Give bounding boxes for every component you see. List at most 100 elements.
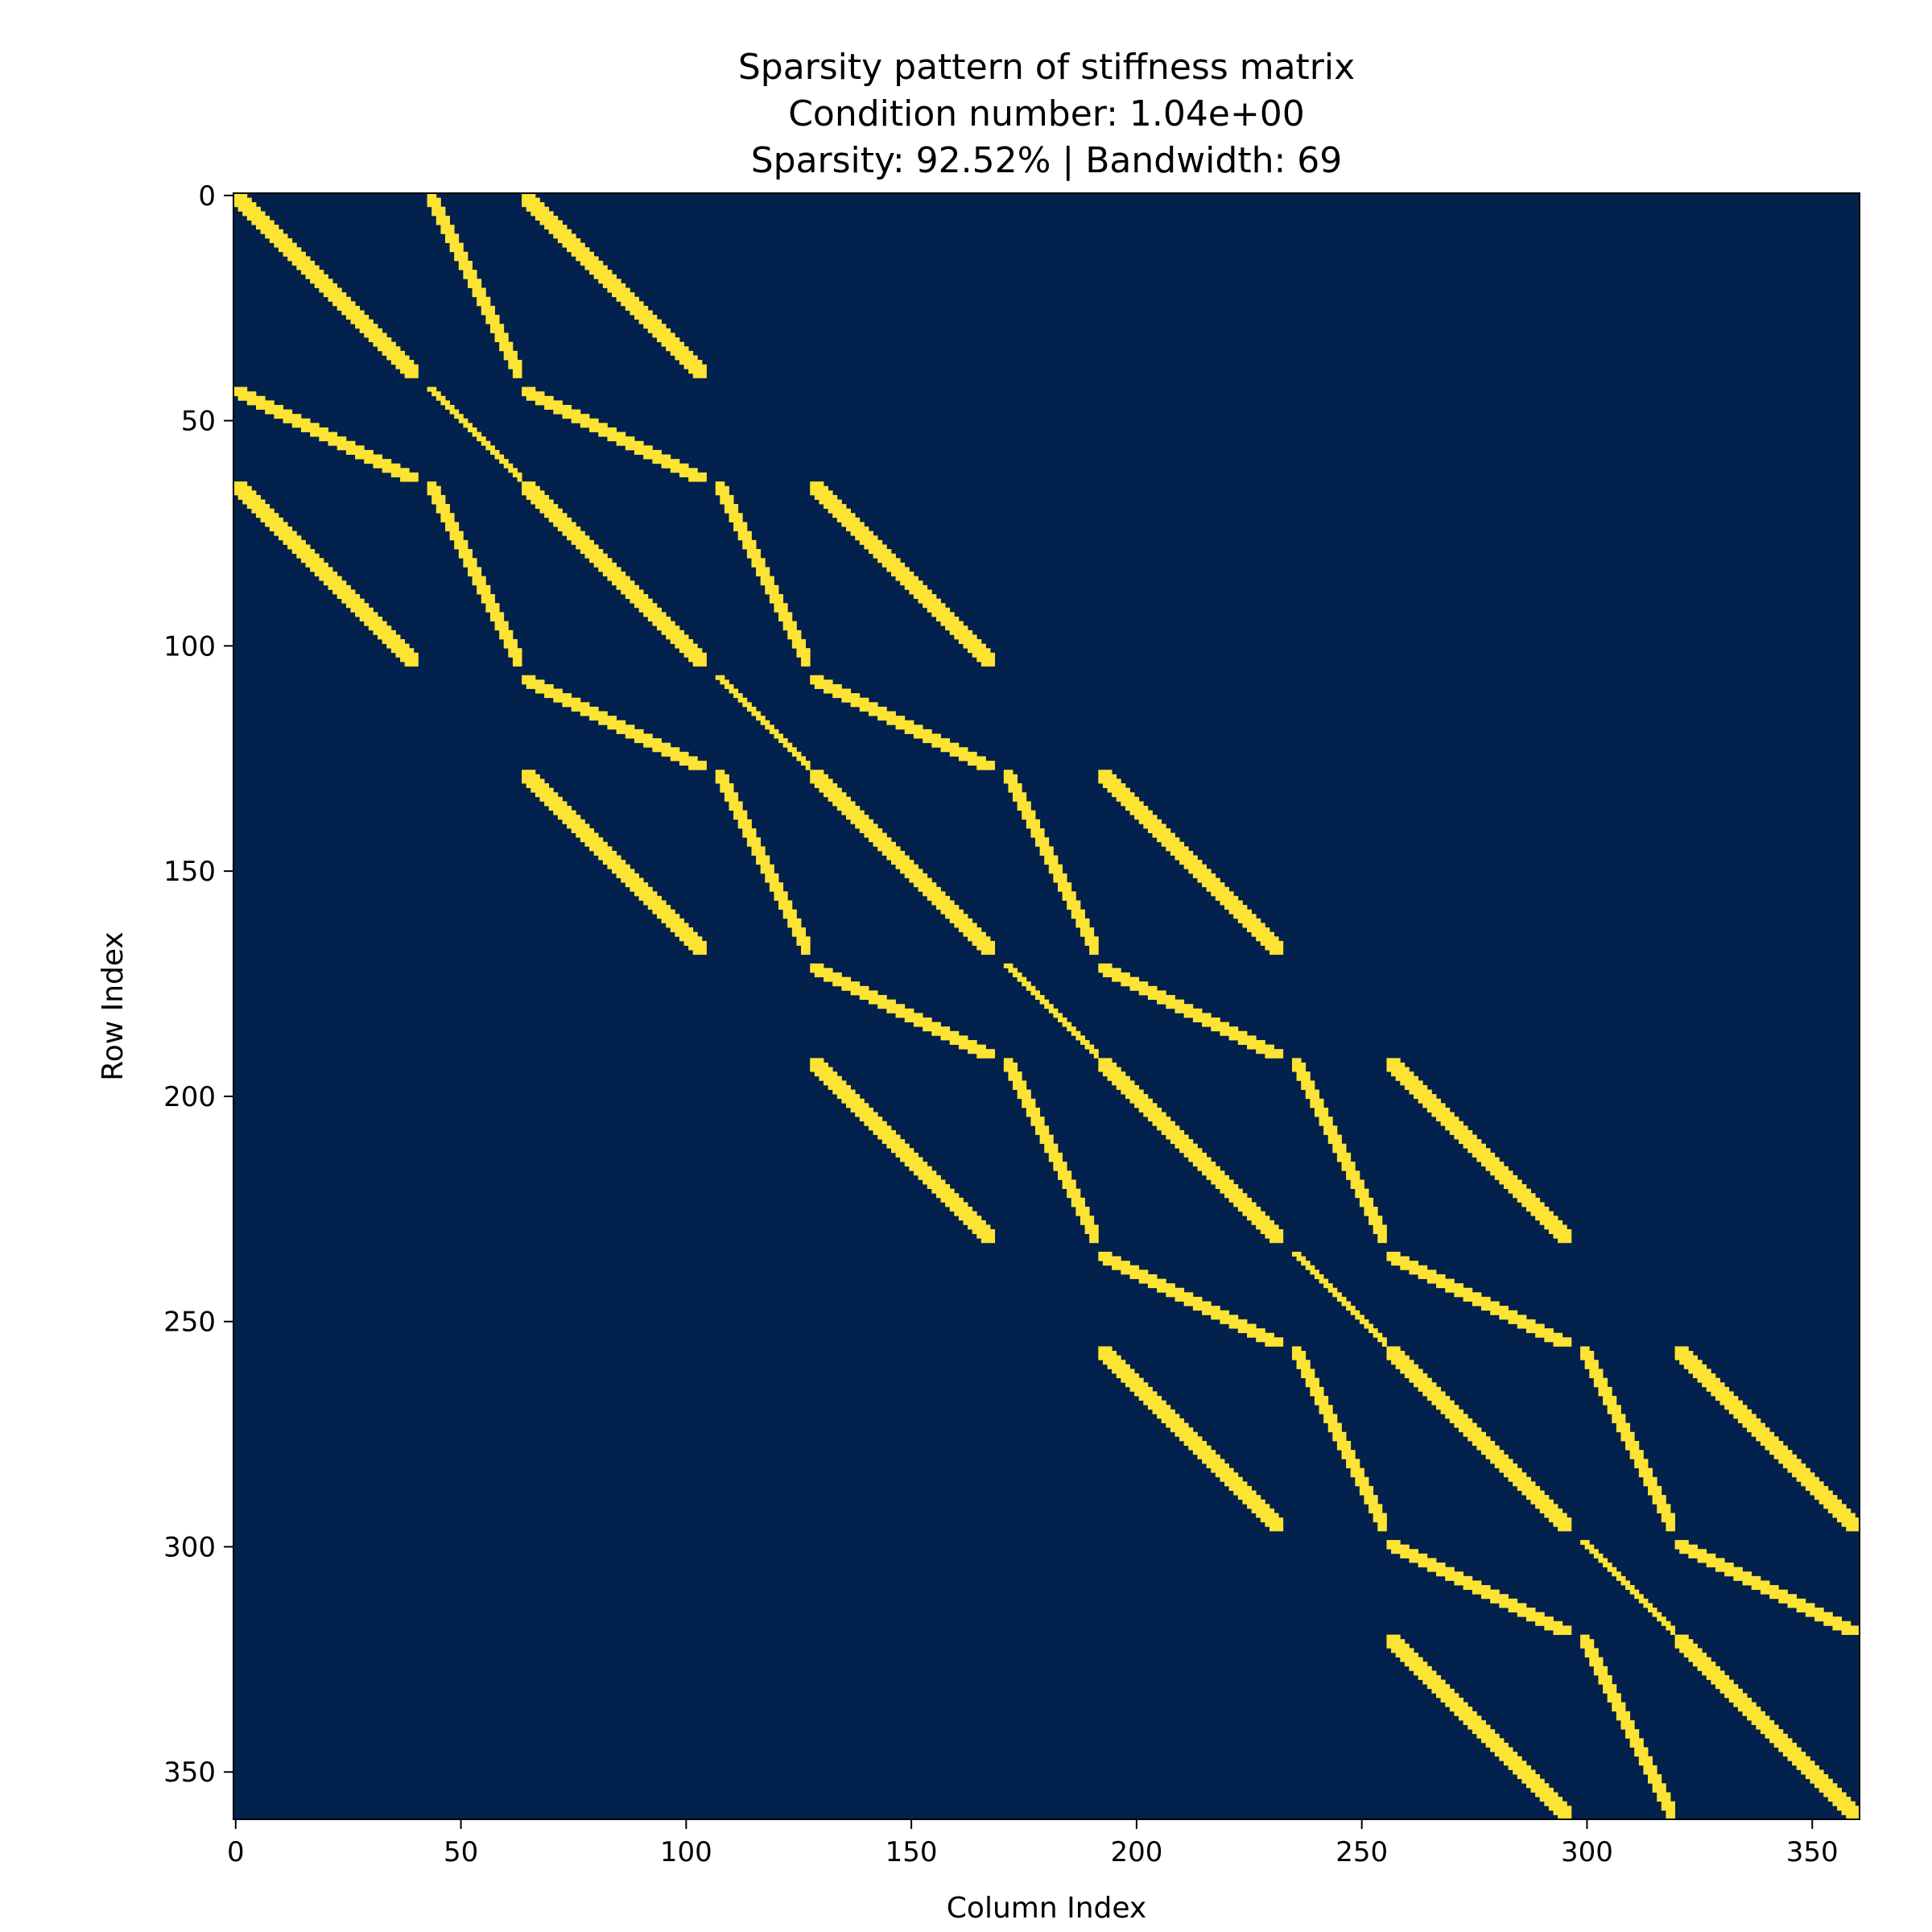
nonzero-cell-run: [535, 792, 559, 798]
nonzero-cell-run: [1674, 1639, 1694, 1645]
nonzero-cell-run: [1792, 1761, 1815, 1766]
nonzero-cell-run: [733, 693, 743, 699]
nonzero-cell-run: [756, 855, 770, 861]
nonzero-cell-run: [522, 490, 545, 496]
nonzero-cell-run: [1386, 1540, 1392, 1550]
nonzero-cell-run: [1377, 1521, 1387, 1527]
nonzero-cell-run: [436, 508, 450, 514]
nonzero-cell-run: [1152, 1409, 1175, 1414]
nonzero-cell-run: [598, 711, 604, 725]
nonzero-cell-run: [1003, 1058, 1013, 1063]
chart-title-line-2: Condition number: 1.04e+00: [788, 93, 1305, 134]
nonzero-cell-run: [873, 990, 878, 1005]
y-tick-label: 50: [181, 406, 216, 438]
nonzero-cell-run: [314, 283, 338, 288]
nonzero-cell-run: [1530, 1499, 1554, 1505]
nonzero-cell-run: [530, 499, 554, 505]
nonzero-cell-run: [968, 1039, 973, 1055]
nonzero-cell-run: [1233, 1202, 1257, 1208]
nonzero-cell-run: [1598, 1558, 1608, 1563]
nonzero-cell-run: [390, 360, 415, 365]
nonzero-cell-run: [1530, 1211, 1554, 1216]
nonzero-cell-run: [1121, 1377, 1144, 1383]
nonzero-cell-run: [404, 468, 410, 482]
nonzero-cell-run: [1603, 1688, 1617, 1694]
nonzero-cell-run: [328, 431, 333, 446]
nonzero-cell-run: [1765, 1580, 1770, 1595]
nonzero-cell-run: [1323, 1129, 1338, 1135]
nonzero-cell-run: [715, 770, 725, 775]
nonzero-cell-run: [382, 638, 406, 644]
nonzero-cell-run: [557, 688, 563, 703]
nonzero-cell-run: [1075, 1211, 1090, 1216]
nonzero-cell-run: [553, 233, 576, 239]
nonzero-cell-run: [530, 787, 554, 793]
chart-title-line-1: Sparsity pattern of stiffness matrix: [738, 47, 1355, 88]
nonzero-cell-run: [1513, 1193, 1536, 1199]
nonzero-cell-run: [436, 395, 446, 401]
nonzero-cell-run: [472, 287, 486, 293]
nonzero-cell-run: [859, 985, 865, 1001]
nonzero-cell-run: [1814, 1495, 1838, 1501]
nonzero-cell-run: [864, 1121, 887, 1126]
nonzero-cell-run: [715, 675, 725, 680]
nonzero-cell-run: [1215, 1017, 1220, 1032]
nonzero-cell-run: [1494, 1752, 1518, 1757]
nonzero-cell-run: [373, 630, 396, 635]
nonzero-cell-run: [836, 806, 861, 811]
nonzero-cell-run: [1377, 1233, 1387, 1239]
nonzero-cell-run: [1183, 1152, 1208, 1158]
nonzero-cell-run: [1391, 1648, 1414, 1653]
nonzero-cell-run: [683, 463, 689, 477]
nonzero-cell-run: [954, 1211, 977, 1216]
nonzero-cell-run: [1310, 1386, 1324, 1392]
nonzero-cell-run: [855, 535, 878, 541]
nonzero-cell-run: [427, 490, 441, 496]
nonzero-cell-run: [413, 472, 419, 482]
nonzero-cell-run: [1503, 1306, 1509, 1320]
nonzero-cell-run: [819, 499, 842, 505]
nonzero-cell-run: [1648, 1485, 1662, 1491]
nonzero-cell-run: [796, 940, 811, 946]
nonzero-cell-run: [1350, 1184, 1364, 1190]
nonzero-cell-run: [765, 584, 779, 590]
nonzero-cell-run: [688, 657, 707, 663]
nonzero-cell-run: [1026, 985, 1036, 991]
nonzero-cell-run: [557, 237, 581, 243]
nonzero-cell-run: [868, 549, 892, 555]
nonzero-cell-run: [359, 445, 365, 460]
nonzero-cell-run: [1773, 1742, 1798, 1748]
nonzero-cell-run: [1256, 1328, 1261, 1343]
nonzero-cell-run: [444, 237, 460, 243]
nonzero-cell-run: [1436, 1563, 1442, 1577]
nonzero-cell-run: [431, 494, 446, 500]
nonzero-cell-run: [1386, 1346, 1401, 1352]
nonzero-cell-run: [1458, 1139, 1482, 1145]
nonzero-cell-run: [567, 535, 590, 541]
nonzero-cell-run: [485, 315, 500, 320]
nonzero-cell-run: [692, 950, 707, 956]
nonzero-cell-run: [1215, 1472, 1239, 1478]
nonzero-cell-run: [1480, 1162, 1505, 1167]
nonzero-cell-run: [1256, 936, 1279, 942]
nonzero-cell-run: [881, 995, 887, 1009]
nonzero-cell-run: [918, 886, 941, 892]
nonzero-cell-run: [567, 247, 590, 253]
nonzero-cell-run: [400, 369, 419, 374]
nonzero-cell-run: [1620, 1431, 1635, 1437]
nonzero-cell-run: [1301, 1080, 1315, 1086]
nonzero-cell-run: [1359, 1319, 1369, 1324]
nonzero-cell-run: [1143, 981, 1149, 996]
nonzero-cell-run: [923, 1179, 946, 1185]
nonzero-cell-run: [656, 625, 680, 631]
nonzero-cell-run: [940, 738, 946, 753]
nonzero-cell-run: [1782, 1589, 1788, 1604]
nonzero-cell-run: [724, 508, 739, 514]
nonzero-cell-run: [1431, 1269, 1437, 1284]
nonzero-cell-run: [508, 468, 518, 473]
nonzero-cell-run: [832, 513, 856, 518]
nonzero-cell-run: [647, 733, 653, 748]
nonzero-cell-run: [1143, 1112, 1166, 1117]
nonzero-cell-run: [756, 716, 766, 721]
nonzero-cell-run: [720, 783, 734, 789]
